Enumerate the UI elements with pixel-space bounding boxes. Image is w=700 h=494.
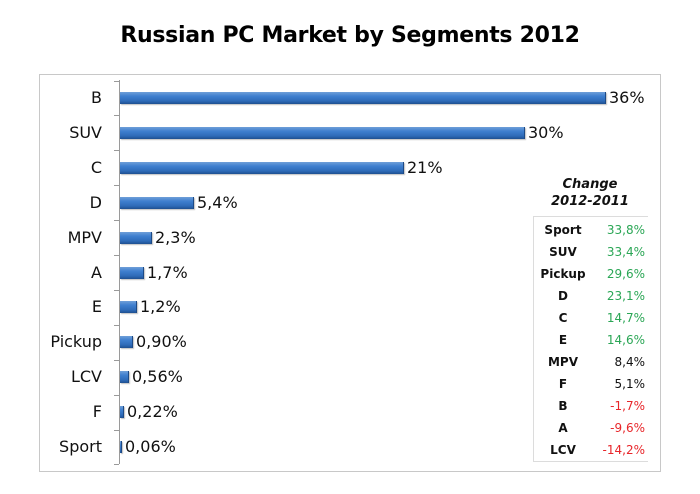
- change-table-row: SUV 33,4%: [534, 241, 649, 263]
- change-table-value: 33,8%: [606, 223, 645, 237]
- change-table-segment: SUV: [549, 245, 577, 259]
- change-table-segment: E: [558, 333, 568, 347]
- value-label: 1,2%: [140, 297, 181, 316]
- axis-tick: [114, 430, 119, 431]
- axis-tick: [114, 325, 119, 326]
- change-table-row: F 5,1%: [534, 373, 649, 395]
- value-label: 5,4%: [197, 193, 238, 212]
- change-table-row: C 14,7%: [534, 307, 649, 329]
- change-table-segment: MPV: [547, 355, 579, 369]
- change-table-title-line2: 2012-2011: [551, 194, 629, 209]
- change-table-value: -9,6%: [610, 421, 645, 435]
- value-label: 0,06%: [125, 437, 176, 456]
- bar-lcv: [120, 371, 129, 383]
- bar-f: [120, 406, 124, 418]
- category-label: LCV: [70, 367, 102, 386]
- change-table-value: 8,4%: [614, 355, 646, 369]
- change-table-title-line1: Change: [562, 177, 618, 192]
- value-label: 0,90%: [136, 332, 187, 351]
- bar-a: [120, 267, 144, 279]
- change-table-value: 5,1%: [614, 377, 646, 391]
- change-table-segment: Pickup: [540, 267, 586, 281]
- value-label: 0,56%: [132, 367, 183, 386]
- value-label: 36%: [609, 88, 645, 107]
- axis-tick: [114, 255, 119, 256]
- change-table-segment: B: [558, 399, 568, 413]
- category-axis: [119, 80, 120, 464]
- category-label: Pickup: [50, 332, 102, 351]
- category-label: MPV: [67, 228, 102, 247]
- change-table-segment: D: [558, 289, 568, 303]
- change-table-value: 29,6%: [606, 267, 645, 281]
- bar-suv: [120, 127, 525, 139]
- bar-pickup: [120, 336, 133, 348]
- change-table: Sport 33,8% SUV 33,4% Pickup 29,6% D 23,1% C 14,7…: [533, 216, 648, 462]
- category-label: E: [91, 297, 102, 316]
- value-label: 30%: [528, 123, 564, 142]
- category-label: D: [89, 193, 102, 212]
- chart-title: Russian PC Market by Segments 2012: [120, 23, 580, 48]
- bar-sport: [120, 441, 122, 453]
- bar-d: [120, 197, 194, 209]
- axis-tick: [114, 220, 119, 221]
- value-label: 0,22%: [127, 402, 178, 421]
- axis-tick: [114, 464, 119, 465]
- change-table-value: 23,1%: [606, 289, 645, 303]
- change-table-row: D 23,1%: [534, 285, 649, 307]
- category-label: C: [90, 158, 102, 177]
- category-label: A: [91, 263, 102, 282]
- bar-mpv: [120, 232, 152, 244]
- change-table-row: LCV -14,2%: [534, 439, 649, 461]
- bar-e: [120, 301, 137, 313]
- category-label: F: [92, 402, 102, 421]
- axis-tick: [114, 290, 119, 291]
- change-table-value: -1,7%: [610, 399, 645, 413]
- value-label: 1,7%: [147, 263, 188, 282]
- change-table-row: A -9,6%: [534, 417, 649, 439]
- change-table-row: Sport 33,8%: [534, 219, 649, 241]
- axis-tick: [114, 81, 119, 82]
- axis-tick: [114, 360, 119, 361]
- change-table-row: MPV 8,4%: [534, 351, 649, 373]
- change-table-value: 33,4%: [606, 245, 645, 259]
- change-table-segment: LCV: [550, 443, 576, 457]
- axis-tick: [114, 115, 119, 116]
- change-table-row: Pickup 29,6%: [534, 263, 649, 285]
- axis-tick: [114, 150, 119, 151]
- category-label: B: [91, 88, 102, 107]
- change-table-segment: C: [558, 311, 568, 325]
- bar-b: [120, 92, 606, 104]
- axis-tick: [114, 185, 119, 186]
- change-table-value: 14,7%: [606, 311, 645, 325]
- change-table-segment: F: [558, 377, 568, 391]
- change-table-row: B -1,7%: [534, 395, 649, 417]
- change-table-segment: A: [558, 421, 568, 435]
- change-table-title: Change 2012-2011: [540, 176, 640, 210]
- category-label: Sport: [59, 437, 102, 456]
- category-label: SUV: [69, 123, 102, 142]
- bar-c: [120, 162, 404, 174]
- change-table-value: 14,6%: [606, 333, 645, 347]
- change-table-row: E 14,6%: [534, 329, 649, 351]
- axis-tick: [114, 395, 119, 396]
- value-label: 2,3%: [155, 228, 196, 247]
- change-table-segment: Sport: [544, 223, 582, 237]
- value-label: 21%: [407, 158, 443, 177]
- change-table-value: -14,2%: [602, 443, 645, 457]
